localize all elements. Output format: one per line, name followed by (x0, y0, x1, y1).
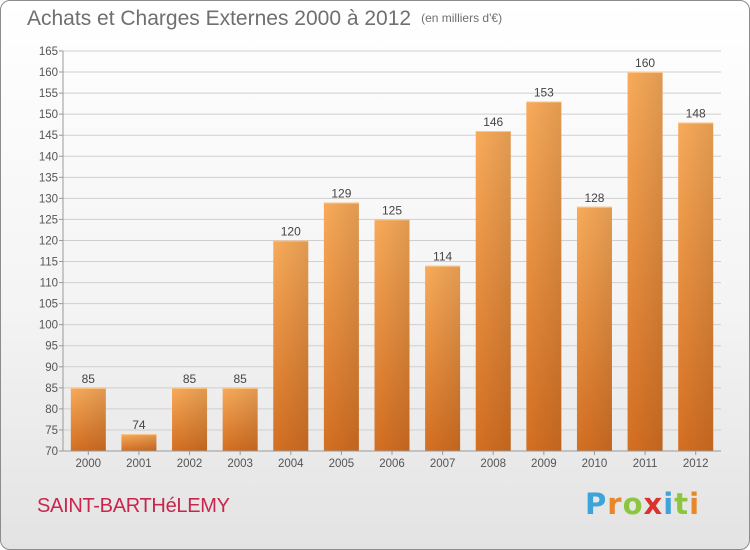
bar-shade (475, 131, 511, 451)
x-axis: 2000 2001 2002 2003 2004 2005 2006 2007 2008 2009… (63, 450, 721, 470)
bar-shade (273, 240, 309, 451)
data-label: 85 (233, 372, 247, 386)
proxiti-logo: Proxiti (585, 487, 700, 521)
logo-letter: i (663, 487, 675, 521)
y-tick-label: 165 (39, 46, 58, 58)
logo-letter: o (622, 487, 644, 521)
data-label: 85 (183, 372, 197, 386)
x-tick-label: 2003 (227, 458, 253, 470)
data-label: 153 (534, 86, 554, 100)
data-label: 146 (483, 115, 503, 129)
data-label: 85 (82, 372, 96, 386)
data-label: 148 (686, 107, 706, 121)
bars: 85 74 85 85 120 129 125 114 146 153 128 160 148 (70, 56, 714, 452)
x-tick-label: 2001 (126, 458, 152, 470)
bar-shade (323, 202, 359, 451)
y-tick-label: 80 (45, 404, 58, 416)
bar-shade (627, 72, 663, 451)
data-label: 128 (584, 191, 604, 205)
y-tick-label: 110 (40, 278, 58, 290)
bar-shade (425, 265, 461, 451)
bar-shade (172, 387, 208, 451)
x-tick-label: 2012 (683, 458, 709, 470)
y-tick-label: 135 (39, 172, 58, 184)
y-tick-label: 140 (39, 151, 58, 163)
y-tick-label: 105 (39, 299, 58, 311)
y-tick-label: 85 (45, 383, 58, 395)
x-tick-label: 2005 (329, 458, 355, 470)
chart-unit: (en milliers d'€) (421, 11, 503, 25)
y-tick-label: 145 (39, 130, 58, 142)
logo-letter: x (643, 487, 664, 521)
y-tick-label: 90 (45, 362, 58, 374)
data-label: 129 (331, 187, 351, 201)
x-tick-label: 2010 (582, 458, 608, 470)
y-tick-label: 115 (40, 257, 58, 269)
logo-letter: t (674, 487, 690, 521)
y-tick-label: 75 (45, 425, 58, 437)
data-label: 120 (281, 224, 301, 238)
chart-title-text: Achats et Charges Externes 2000 à 2012 (27, 7, 412, 30)
bar-shade (121, 434, 157, 451)
y-axis: 70 75 80 85 90 95 100 105 110 115 120 125 130 135 140 1… (39, 46, 64, 458)
x-tick-label: 2004 (278, 458, 304, 470)
bar-shade (678, 122, 714, 451)
bar-shade (70, 387, 106, 451)
logo-letter: i (689, 487, 701, 521)
x-tick-label: 2007 (430, 458, 456, 470)
y-tick-label: 155 (39, 88, 58, 100)
bar-shade (222, 387, 258, 451)
x-tick-label: 2006 (379, 458, 405, 470)
y-tick-label: 100 (39, 320, 58, 332)
x-tick-label: 2002 (177, 458, 203, 470)
y-tick-label: 95 (45, 341, 58, 353)
x-tick-label: 2009 (531, 458, 557, 470)
bar-shade (576, 206, 612, 451)
y-tick-label: 150 (39, 109, 58, 121)
data-label: 125 (382, 203, 402, 217)
y-tick-label: 70 (45, 446, 58, 458)
logo-letter: P (585, 487, 608, 521)
chart-title: Achats et Charges Externes 2000 à 2012 (e… (27, 7, 502, 31)
commune-name: SAINT-BARTHéLEMY (37, 495, 230, 517)
bar-shade (526, 101, 562, 452)
y-tick-label: 160 (39, 67, 58, 79)
data-label: 160 (635, 56, 655, 70)
y-tick-label: 125 (39, 214, 58, 226)
x-tick-label: 2000 (76, 458, 102, 470)
y-tick-label: 130 (39, 193, 58, 205)
data-label: 74 (132, 418, 146, 432)
x-tick-label: 2011 (633, 458, 658, 470)
bar-shade (374, 219, 410, 451)
x-tick-label: 2008 (480, 458, 506, 470)
data-label: 114 (433, 250, 452, 264)
logo-letter: r (607, 487, 623, 521)
y-tick-label: 120 (39, 235, 58, 247)
